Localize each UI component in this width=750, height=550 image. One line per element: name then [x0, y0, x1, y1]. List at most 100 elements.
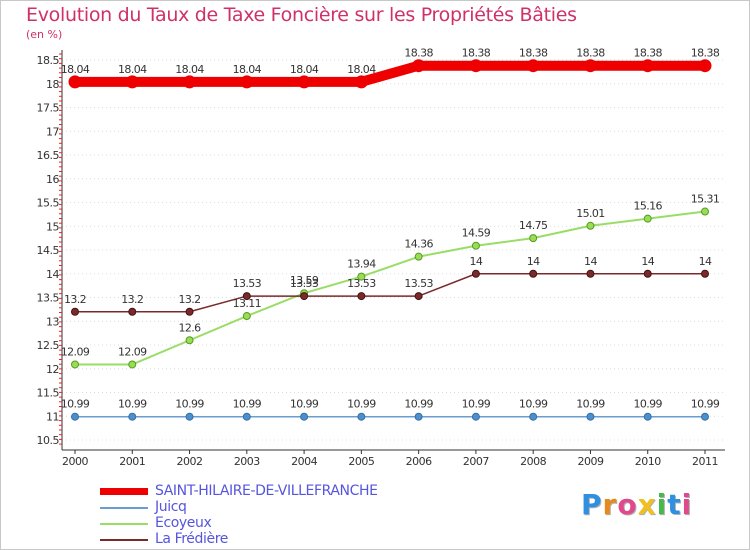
- data-point: [357, 272, 366, 281]
- data-label: 14.36: [404, 238, 433, 251]
- data-point: [128, 412, 137, 421]
- data-label: 14: [641, 255, 654, 268]
- data-point: [71, 360, 79, 369]
- series-line: [70, 60, 710, 87]
- data-label: 10.99: [576, 398, 605, 411]
- data-label: 13.2: [178, 293, 200, 306]
- data-point: [586, 412, 595, 421]
- data-point: [128, 360, 137, 369]
- data-point: [71, 307, 79, 316]
- data-label: 18.38: [691, 47, 720, 60]
- legend-label: SAINT-HILAIRE-DE-VILLEFRANCHE: [155, 483, 378, 499]
- data-label: 15.01: [576, 207, 605, 220]
- data-point: [357, 292, 366, 301]
- data-label: 14: [527, 255, 540, 268]
- x-tick-label: 2001: [119, 455, 145, 468]
- y-tick-label: 12: [46, 363, 59, 376]
- y-tick-label: 18: [46, 78, 59, 91]
- data-label: 13.53: [290, 277, 319, 290]
- data-label: 18.38: [404, 47, 433, 60]
- legend-label: Juicq: [155, 499, 187, 515]
- data-label: 18.38: [462, 47, 491, 60]
- y-axis-unit: (en %): [26, 28, 63, 41]
- data-label: 10.99: [118, 398, 147, 411]
- data-point: [185, 412, 194, 421]
- data-point: [68, 75, 82, 89]
- data-point: [414, 412, 423, 421]
- logo-letter: i: [656, 488, 668, 521]
- data-label: 10.99: [175, 398, 204, 411]
- data-label: 10.99: [462, 398, 491, 411]
- data-label: 13.53: [233, 277, 262, 290]
- x-tick-label: 2007: [463, 455, 489, 468]
- series-line: [74, 210, 706, 366]
- data-label: 18.04: [347, 63, 376, 76]
- data-point: [412, 59, 426, 73]
- data-point: [643, 412, 652, 421]
- logo-letter: i: [681, 488, 693, 521]
- data-point: [529, 269, 538, 278]
- data-label: 13.53: [404, 277, 433, 290]
- y-tick-label: 13: [46, 315, 59, 328]
- data-point: [471, 269, 480, 278]
- x-tick-label: 2009: [577, 455, 603, 468]
- data-label: 18.38: [633, 47, 662, 60]
- logo-letter: x: [637, 488, 657, 521]
- data-point: [128, 307, 137, 316]
- y-tick-label: 17.5: [37, 102, 60, 115]
- data-point: [183, 75, 197, 89]
- x-tick-label: 2011: [692, 455, 718, 468]
- data-label: 18.04: [175, 63, 204, 76]
- data-point: [641, 59, 655, 73]
- data-point: [297, 75, 311, 89]
- data-point: [701, 207, 709, 216]
- y-tick-label: 12.5: [37, 339, 60, 352]
- data-point: [357, 412, 366, 421]
- proxiti-logo: Proxiti: [581, 488, 692, 521]
- legend-swatch: [100, 488, 148, 495]
- logo-letter: t: [667, 488, 682, 521]
- data-point: [242, 412, 251, 421]
- data-label: 10.99: [404, 398, 433, 411]
- data-label: 18.04: [61, 63, 90, 76]
- y-tick-label: 11.5: [37, 387, 60, 400]
- data-label: 10.99: [61, 398, 90, 411]
- data-label: 13.94: [347, 258, 376, 271]
- x-tick-label: 2003: [234, 455, 260, 468]
- data-label: 10.99: [633, 398, 662, 411]
- logo-letter: P: [581, 488, 603, 521]
- data-point: [469, 59, 483, 73]
- y-tick-label: 17: [46, 125, 59, 138]
- data-label: 10.99: [691, 398, 720, 411]
- x-tick-label: 2004: [291, 455, 317, 468]
- data-point: [240, 75, 254, 89]
- data-label: 10.99: [347, 398, 376, 411]
- data-label: 15.16: [633, 200, 662, 213]
- data-point: [698, 59, 712, 73]
- data-label: 12.09: [61, 345, 90, 358]
- x-tick-label: 2005: [348, 455, 374, 468]
- data-point: [529, 412, 538, 421]
- data-label: 13.53: [347, 277, 376, 290]
- data-label: 14.75: [519, 219, 548, 232]
- logo-letter: o: [617, 488, 638, 521]
- data-label: 14: [470, 255, 483, 268]
- legend-label: Ecoyeux: [155, 515, 212, 531]
- data-point: [643, 214, 652, 223]
- data-point: [526, 59, 540, 73]
- data-point: [185, 307, 194, 316]
- data-point: [242, 292, 251, 301]
- data-label: 13.59: [290, 274, 319, 287]
- series-line: [74, 273, 706, 313]
- x-tick-label: 2010: [635, 455, 661, 468]
- x-tick-label: 2008: [520, 455, 546, 468]
- logo-letter: r: [602, 488, 618, 521]
- x-tick-label: 2002: [177, 455, 203, 468]
- data-point: [354, 75, 368, 89]
- data-label: 15.31: [691, 193, 720, 206]
- data-label: 13.2: [121, 293, 143, 306]
- data-label: 18.38: [576, 47, 605, 60]
- chart-title: Evolution du Taux de Taxe Foncière sur l…: [26, 4, 577, 26]
